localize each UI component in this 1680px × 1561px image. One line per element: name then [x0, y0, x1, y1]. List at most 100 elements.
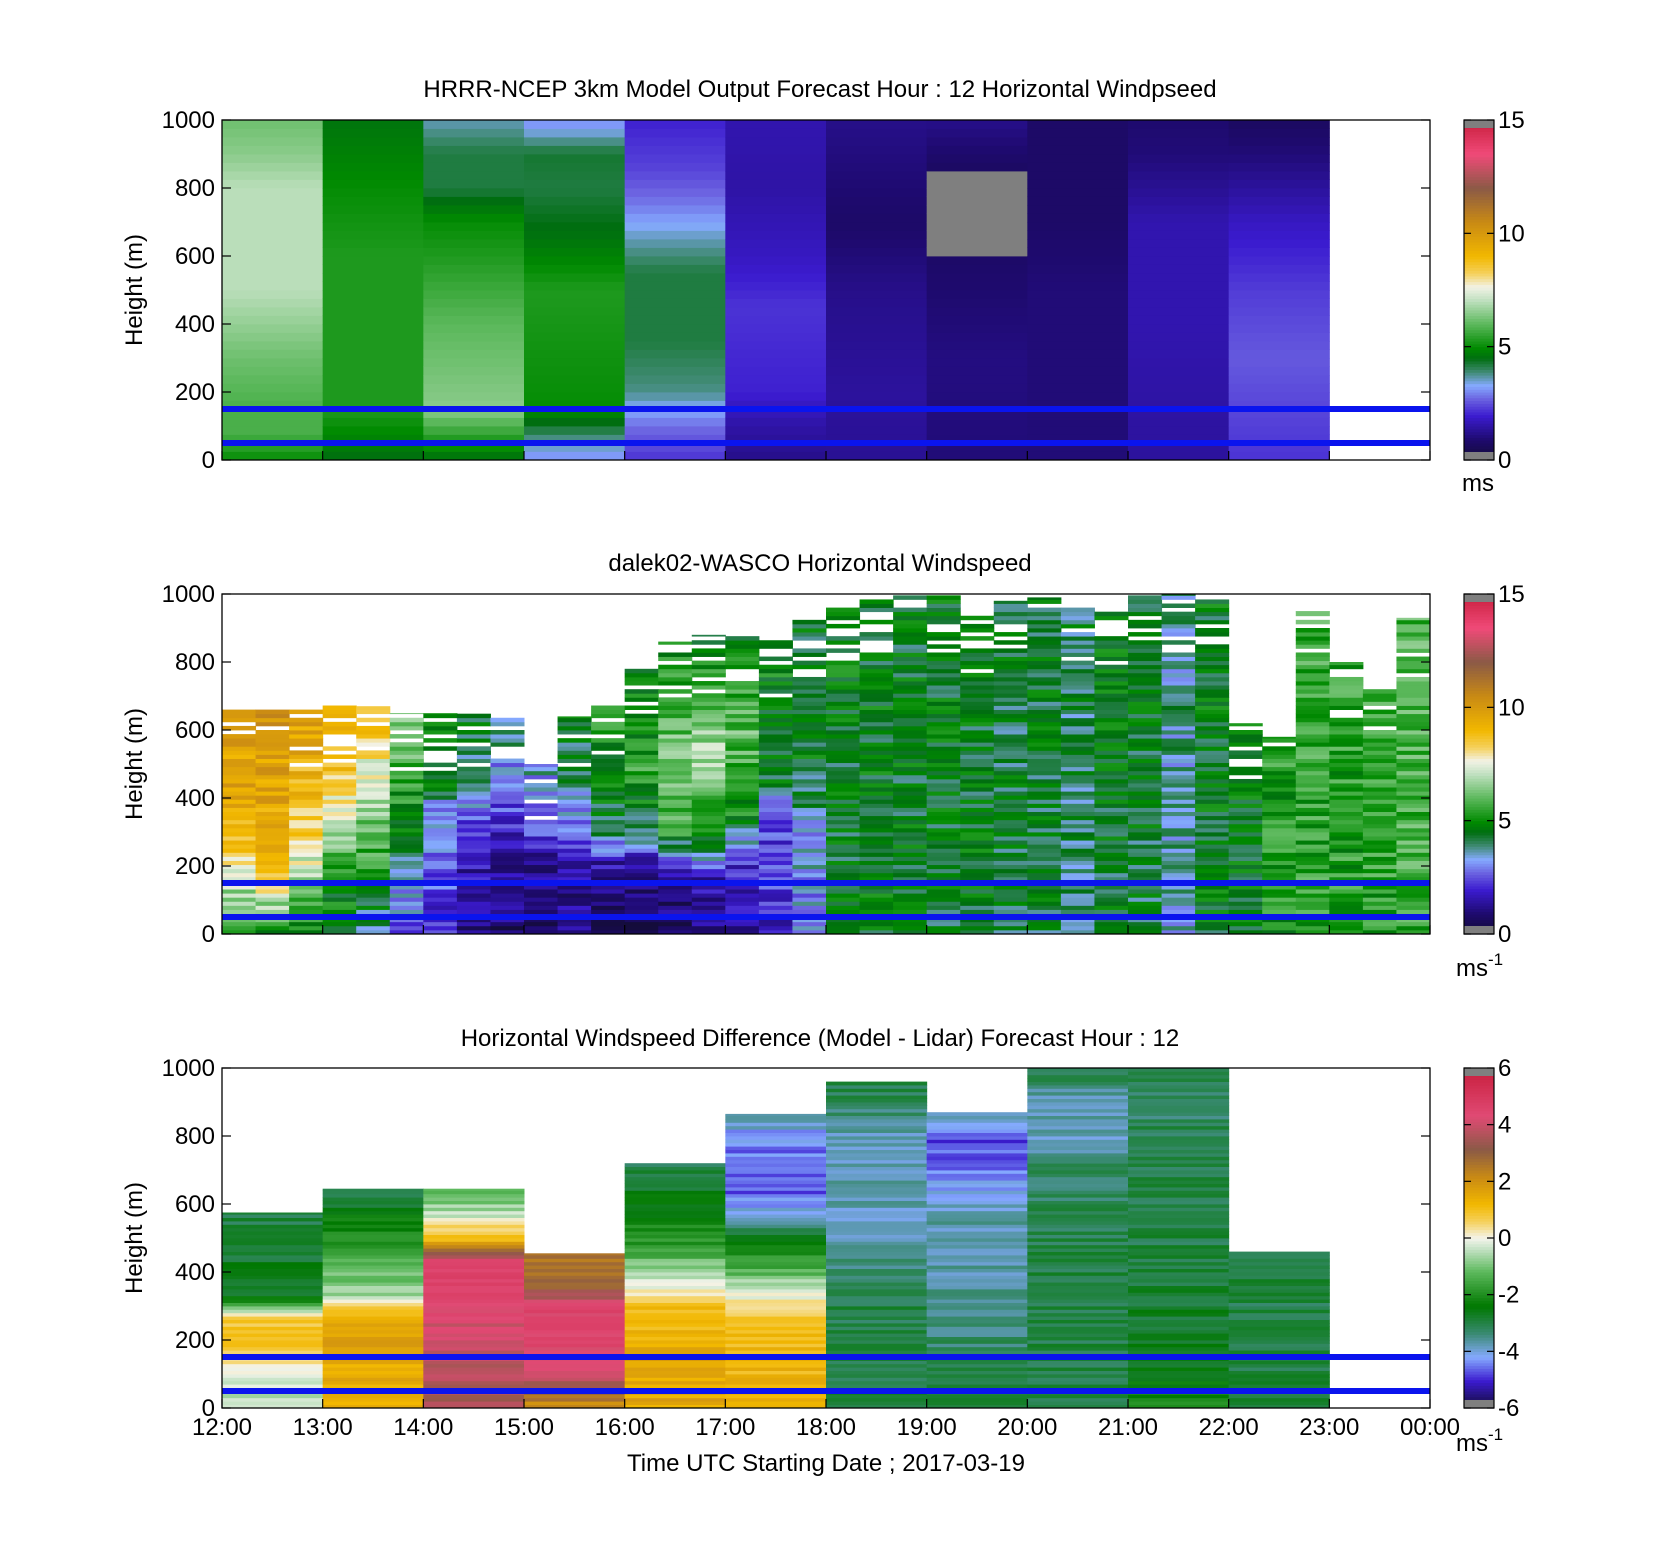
heatmap-cell: [322, 1258, 424, 1263]
heatmap-cell: [1396, 656, 1431, 662]
heatmap-cell: [624, 721, 659, 727]
heatmap-cell: [1027, 1374, 1129, 1378]
heatmap-cell: [960, 672, 995, 678]
heatmap-cell: [423, 332, 525, 342]
heatmap-cell: [725, 1282, 827, 1286]
heatmap-cell: [1295, 746, 1330, 751]
heatmap-cell: [322, 1214, 424, 1218]
heatmap-cell: [926, 725, 961, 731]
heatmap-cell: [1362, 770, 1397, 776]
colorbar-segment: [1464, 775, 1494, 779]
heatmap-cell: [826, 1105, 928, 1110]
heatmap-cell: [725, 417, 827, 427]
heatmap-cell: [1027, 615, 1062, 621]
heatmap-cell: [423, 1200, 525, 1205]
heatmap-cell: [725, 848, 760, 853]
colorbar-segment: [1464, 1090, 1494, 1095]
heatmap-cell: [423, 1282, 525, 1286]
heatmap-cell: [1128, 672, 1163, 678]
heatmap-cell: [1228, 332, 1330, 342]
heatmap-cell: [658, 672, 693, 678]
panel-difference-x-ticks: [221, 1399, 1431, 1408]
heatmap-cell: [624, 868, 659, 874]
heatmap-cell: [322, 417, 424, 427]
heatmap-cell: [826, 1299, 928, 1303]
heatmap-cell: [725, 766, 760, 772]
heatmap-cell: [725, 709, 760, 715]
heatmap-cell: [289, 709, 324, 715]
heatmap-cell: [960, 811, 995, 817]
heatmap-cell: [1128, 1193, 1230, 1198]
heatmap-cell: [725, 1149, 827, 1154]
heatmap-cell: [1161, 595, 1196, 600]
heatmap-cell: [524, 811, 559, 817]
heatmap-cell: [993, 815, 1028, 821]
heatmap-cell: [490, 803, 525, 808]
heatmap-cell: [322, 358, 424, 367]
heatmap-cell: [456, 840, 491, 845]
colorbar-segment: [1464, 662, 1494, 666]
heatmap-cell: [524, 1401, 626, 1405]
heatmap-cell: [222, 799, 257, 804]
heatmap-cell: [1128, 290, 1230, 299]
heatmap-cell: [1128, 1214, 1230, 1218]
heatmap-cell: [826, 162, 928, 172]
heatmap-cell: [792, 815, 827, 821]
heatmap-cell: [591, 909, 626, 914]
heatmap-cell: [1128, 247, 1230, 257]
heatmap-cell: [423, 273, 525, 282]
heatmap-cell: [1060, 856, 1095, 861]
heatmap-cell: [826, 623, 861, 629]
heatmap-cell: [725, 1309, 827, 1314]
heatmap-cell: [1396, 856, 1431, 861]
heatmap-cell: [255, 758, 290, 764]
heatmap-cell: [1228, 307, 1330, 316]
colorbar-segment: [1464, 386, 1494, 390]
heatmap-cell: [725, 1163, 827, 1167]
heatmap-cell: [1128, 766, 1163, 772]
heatmap-cell: [926, 693, 961, 698]
colorbar-segment: [1464, 389, 1494, 393]
heatmap-cell: [389, 893, 424, 898]
colorbar-segment: [1464, 863, 1494, 867]
heatmap-cell: [792, 750, 827, 755]
heatmap-cell: [1128, 264, 1230, 274]
heatmap-cell: [322, 273, 424, 282]
colorbar-segment: [1464, 1272, 1494, 1276]
heatmap-cell: [826, 400, 928, 410]
colorbar-segment: [1464, 783, 1494, 788]
heatmap-cell: [222, 778, 257, 784]
heatmap-cell: [1295, 872, 1330, 878]
heatmap-cell: [1027, 656, 1062, 662]
heatmap-cell: [1161, 758, 1196, 764]
heatmap-cell: [926, 811, 961, 817]
heatmap-cell: [1396, 836, 1431, 841]
heatmap-cell: [1161, 799, 1196, 804]
heatmap-cell: [389, 909, 424, 914]
heatmap-cell: [1161, 925, 1196, 931]
heatmap-cell: [1027, 827, 1062, 833]
heatmap-cell: [1329, 742, 1364, 747]
heatmap-cell: [725, 840, 760, 845]
heatmap-cell: [859, 758, 894, 764]
heatmap-cell: [893, 725, 928, 731]
heatmap-cell: [1228, 1309, 1330, 1314]
heatmap-cell: [826, 774, 861, 780]
heatmap-cell: [691, 750, 726, 755]
heatmap-cell: [1027, 1251, 1129, 1256]
heatmap-cell: [1195, 734, 1230, 739]
heatmap-cell: [1128, 1085, 1230, 1089]
heatmap-cell: [758, 860, 793, 866]
heatmap-cell: [725, 876, 760, 882]
heatmap-cell: [691, 897, 726, 902]
colorbar-cap-top: [1464, 594, 1494, 602]
heatmap-cell: [893, 848, 928, 853]
heatmap-cell: [1195, 672, 1230, 678]
heatmap-column: [960, 615, 995, 935]
heatmap-cell: [826, 1210, 928, 1215]
heatmap-cell: [1128, 619, 1163, 625]
heatmap-cell: [725, 1156, 827, 1161]
heatmap-cell: [356, 717, 391, 723]
heatmap-cell: [389, 905, 424, 910]
heatmap-cell: [691, 836, 726, 841]
